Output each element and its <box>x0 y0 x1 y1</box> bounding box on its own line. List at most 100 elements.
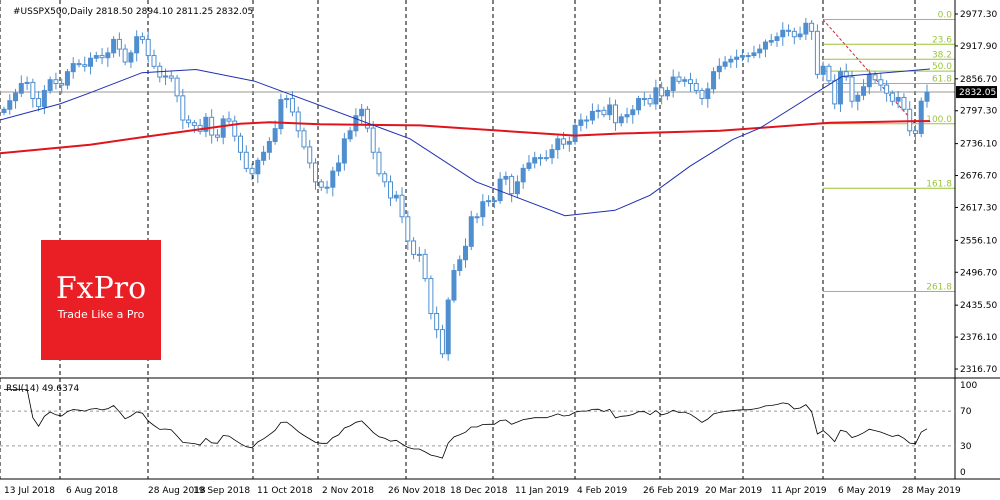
candle-body <box>809 22 815 32</box>
candle-body <box>434 312 440 331</box>
candle-body <box>393 194 399 199</box>
price-tick-label: 2376.10 <box>960 333 997 343</box>
fxpro-logo-name: FxPro <box>55 271 147 306</box>
symbol-info: #USSPX500,Daily 2818.50 2894.10 2811.25 … <box>13 7 253 17</box>
price-tick-label: 2977.30 <box>960 10 997 20</box>
candle-body <box>572 124 578 143</box>
candle-body <box>826 65 832 82</box>
candle-body <box>566 141 572 145</box>
candle-body <box>555 138 561 151</box>
candle-body <box>439 329 445 355</box>
time-tick-label: 2 Nov 2018 <box>322 486 374 496</box>
price-tick-label: 2556.10 <box>960 236 997 246</box>
time-tick-label: 11 Apr 2019 <box>771 486 827 496</box>
candle-body <box>520 167 526 183</box>
candle-body <box>630 109 636 116</box>
candle-body <box>128 52 134 63</box>
candle-body <box>318 181 324 188</box>
candle-body <box>653 87 659 105</box>
price-tick-label: 2676.70 <box>960 172 997 182</box>
candle-body <box>359 108 365 117</box>
candle-body <box>849 76 855 102</box>
candle-body <box>301 130 307 148</box>
candle-body <box>59 82 65 86</box>
time-tick-label: 20 Mar 2019 <box>705 486 762 496</box>
time-tick-label: 28 May 2019 <box>902 486 961 496</box>
candle-body <box>364 108 370 129</box>
fib-level-label: 23.6 <box>932 35 952 45</box>
candle-body <box>618 116 624 124</box>
candle-body <box>261 151 267 161</box>
candle-body <box>607 104 613 116</box>
candle-body <box>780 29 786 38</box>
price-tick-label: 2617.30 <box>960 203 997 213</box>
candle-body <box>278 99 284 130</box>
candle-body <box>762 41 768 50</box>
candle-body <box>463 245 468 261</box>
candle-body <box>509 175 515 195</box>
fib-level-label: 0.0 <box>938 11 953 21</box>
candle-body <box>803 22 809 35</box>
candle-body <box>924 91 930 102</box>
time-tick-label: 18 Dec 2018 <box>450 486 508 496</box>
candle-body <box>399 194 405 218</box>
candle-body <box>757 48 763 54</box>
candle-body <box>722 61 728 67</box>
candle-body <box>47 79 53 91</box>
candle-body <box>872 74 878 81</box>
candle-body <box>676 76 682 82</box>
candle-body <box>295 111 301 132</box>
candle-body <box>122 48 128 63</box>
candle-body <box>589 110 595 121</box>
candle-body <box>382 173 388 183</box>
candle-body <box>451 269 457 301</box>
candle-body <box>105 52 111 59</box>
fibonacci-retracement: 0.0 23.6 38.2 50.0 61.8 100.0 161.8 261.8 <box>822 11 955 292</box>
candle-body <box>832 80 838 105</box>
candle-body <box>884 84 890 94</box>
candle-body <box>728 58 734 63</box>
candle-body <box>232 120 238 137</box>
time-tick-label: 4 Feb 2019 <box>577 486 628 496</box>
candle-body <box>53 79 59 84</box>
fxpro-logo-tagline: Trade Like a Pro <box>57 308 145 321</box>
candle-body <box>88 57 94 67</box>
candle-body <box>255 159 261 175</box>
candle-body <box>336 162 342 172</box>
candle-body <box>416 253 422 256</box>
candle-body <box>180 95 186 121</box>
candle-body <box>491 200 497 203</box>
candle-body <box>861 86 867 96</box>
candle-body <box>168 75 174 79</box>
rsi-tick-label: 30 <box>960 442 972 452</box>
candle-body <box>457 259 463 271</box>
rsi-panel: 100 70 30 0 <box>0 381 977 478</box>
candle-body <box>405 216 411 242</box>
price-tick-label: 2316.70 <box>960 365 997 375</box>
candle-body <box>134 36 140 54</box>
price-tick-label: 2856.70 <box>960 75 997 85</box>
candle-body <box>526 162 532 169</box>
time-tick-label: 11 Oct 2018 <box>257 486 313 496</box>
time-tick-label: 26 Feb 2019 <box>643 486 699 496</box>
price-tick-label: 2435.50 <box>960 301 997 311</box>
candle-body <box>797 33 803 38</box>
candle-body <box>30 81 36 100</box>
candle-body <box>751 52 757 57</box>
rsi-tick-label: 70 <box>960 407 972 417</box>
candle-body <box>186 119 192 124</box>
candle-body <box>289 98 295 113</box>
candle-body <box>549 149 555 159</box>
candle-body <box>687 79 693 84</box>
candle-body <box>307 146 313 164</box>
time-tick-label: 6 May 2019 <box>838 486 891 496</box>
fxpro-logo: FxPro Trade Like a Pro <box>41 240 161 360</box>
candle-body <box>532 157 538 164</box>
candle-body <box>347 130 353 140</box>
candle-body <box>388 181 394 199</box>
candle-body <box>739 55 745 58</box>
candle-body <box>70 63 76 73</box>
candle-body <box>474 216 480 219</box>
rsi-label: RSI(14) 49.6374 <box>6 384 79 394</box>
